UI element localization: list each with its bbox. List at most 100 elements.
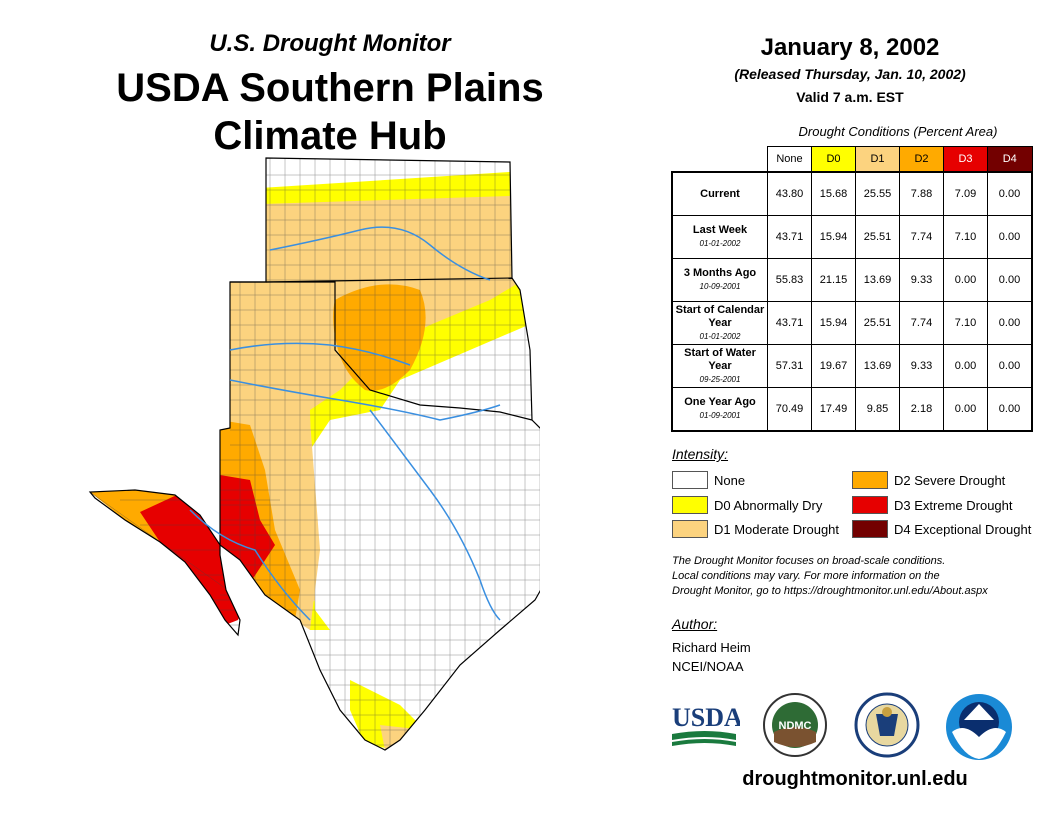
- cell-value: 15.94: [811, 301, 856, 345]
- valid-time: Valid 7 a.m. EST: [796, 89, 904, 105]
- row-date: 10-09-2001: [699, 282, 741, 291]
- table-row: One Year Ago 01-09-2001 70.49 17.49 9.85 …: [671, 387, 1033, 432]
- cell-value: 0.00: [987, 301, 1033, 345]
- legend-label: D2 Severe Drought: [894, 472, 1006, 488]
- table-row: 3 Months Ago 10-09-2001 55.83 21.15 13.69…: [671, 258, 1033, 302]
- cell-value: 0.00: [987, 258, 1033, 302]
- ndmc-logo-icon: NDMC: [763, 693, 827, 757]
- legend-swatch: [852, 496, 888, 514]
- cell-value: 43.80: [767, 171, 812, 216]
- map-supertitle: U.S. Drought Monitor: [209, 30, 451, 57]
- cell-value: 2.18: [899, 387, 944, 432]
- row-date: 09-25-2001: [699, 374, 741, 384]
- cell-value: 7.10: [943, 215, 988, 259]
- row-label: Last Week 01-01-2002: [671, 215, 768, 259]
- cell-value: 0.00: [987, 387, 1033, 432]
- legend-label: None: [714, 472, 746, 488]
- usda-logo-icon: USDA: [672, 703, 740, 746]
- author-org: NCEI/NOAA: [672, 659, 744, 674]
- author-info: Richard Heim NCEI/NOAA: [672, 638, 751, 676]
- table-row: Start of Water Year 09-25-2001 57.31 19.6…: [671, 344, 1033, 388]
- cell-value: 7.09: [943, 171, 988, 216]
- col-header-d2: D2: [899, 146, 944, 173]
- cell-value: 57.31: [767, 344, 812, 388]
- table-row: Start of Calendar Year 01-01-2002 43.71 1…: [671, 301, 1033, 345]
- release-date: (Released Thursday, Jan. 10, 2002): [734, 66, 966, 82]
- legend-swatch: [852, 520, 888, 538]
- cell-value: 0.00: [987, 215, 1033, 259]
- row-label: Start of Calendar Year 01-01-2002: [671, 301, 768, 345]
- ndmc-logo-text: NDMC: [779, 720, 812, 732]
- doc-seal-icon: [854, 692, 920, 758]
- note-line: The Drought Monitor focuses on broad-sca…: [672, 555, 946, 567]
- cell-value: 0.00: [987, 171, 1033, 216]
- cell-value: 21.15: [811, 258, 856, 302]
- legend-item-d1: D1 Moderate Drought: [672, 520, 839, 538]
- col-header-none: None: [767, 146, 812, 173]
- cell-value: 7.74: [899, 301, 944, 345]
- cell-value: 0.00: [943, 344, 988, 388]
- legend-item-d0: D0 Abnormally Dry: [672, 496, 822, 514]
- legend-swatch: [672, 471, 708, 489]
- drought-conditions-table: None D0 D1 D2 D3 D4 Current 43.80 15.68 …: [671, 146, 1033, 432]
- legend-item-d4: D4 Exceptional Drought: [852, 520, 1031, 538]
- usda-logo-text: USDA: [672, 703, 740, 732]
- row-label: 3 Months Ago 10-09-2001: [671, 258, 768, 302]
- cell-value: 25.51: [855, 301, 900, 345]
- map-date: January 8, 2002: [760, 34, 940, 61]
- cell-value: 7.10: [943, 301, 988, 345]
- author-name: Richard Heim: [672, 640, 751, 655]
- legend-label: D4 Exceptional Drought: [894, 521, 1032, 537]
- legend-label: D0 Abnormally Dry: [714, 497, 823, 513]
- table-row: Last Week 01-01-2002 43.71 15.94 25.51 7.…: [671, 215, 1033, 259]
- drought-map: [88, 157, 540, 751]
- legend-item-d2: D2 Severe Drought: [852, 471, 1005, 489]
- legend-label: D1 Moderate Drought: [714, 521, 840, 537]
- cell-value: 7.74: [899, 215, 944, 259]
- legend-swatch: [852, 471, 888, 489]
- cell-value: 0.00: [987, 344, 1033, 388]
- cell-value: 19.67: [811, 344, 856, 388]
- row-date: 01-01-2002: [699, 331, 741, 341]
- legend-title: Intensity:: [672, 446, 729, 462]
- col-header-d3: D3: [943, 146, 988, 173]
- cell-value: 9.85: [855, 387, 900, 432]
- cell-value: 13.69: [855, 258, 900, 302]
- row-label: Current: [671, 171, 768, 216]
- cell-value: 43.71: [767, 215, 812, 259]
- col-header-d4: D4: [987, 146, 1033, 173]
- noaa-logo-icon: [946, 694, 1012, 760]
- col-header-d0: D0: [811, 146, 856, 173]
- note-line: Drought Monitor, go to https://droughtmo…: [672, 585, 988, 597]
- cell-value: 25.55: [855, 171, 900, 216]
- legend-swatch: [672, 496, 708, 514]
- cell-value: 15.94: [811, 215, 856, 259]
- map-title-line2: Climate Hub: [213, 114, 447, 158]
- map-title-line1: USDA Southern Plains: [116, 66, 544, 110]
- legend-label: D3 Extreme Drought: [894, 497, 1013, 513]
- cell-value: 13.69: [855, 344, 900, 388]
- table-corner: [672, 147, 768, 173]
- cell-value: 0.00: [943, 387, 988, 432]
- row-label: One Year Ago 01-09-2001: [671, 387, 768, 432]
- row-date: 01-09-2001: [699, 411, 741, 420]
- cell-value: 25.51: [855, 215, 900, 259]
- author-label: Author:: [672, 616, 718, 632]
- cell-value: 15.68: [811, 171, 856, 216]
- col-header-d1: D1: [855, 146, 900, 173]
- cell-value: 55.83: [767, 258, 812, 302]
- row-date: 01-01-2002: [699, 239, 741, 248]
- cell-value: 9.33: [899, 258, 944, 302]
- row-label: Start of Water Year 09-25-2001: [671, 344, 768, 388]
- cell-value: 7.88: [899, 171, 944, 216]
- legend-item-none: None: [672, 471, 745, 489]
- table-row: Current 43.80 15.68 25.55 7.88 7.09 0.00: [671, 171, 1033, 216]
- cell-value: 43.71: [767, 301, 812, 345]
- cell-value: 17.49: [811, 387, 856, 432]
- cell-value: 9.33: [899, 344, 944, 388]
- footer-url[interactable]: droughtmonitor.unl.edu: [742, 768, 968, 790]
- cell-value: 0.00: [943, 258, 988, 302]
- cell-value: 70.49: [767, 387, 812, 432]
- table-title: Drought Conditions (Percent Area): [798, 124, 998, 139]
- legend-item-d3: D3 Extreme Drought: [852, 496, 1013, 514]
